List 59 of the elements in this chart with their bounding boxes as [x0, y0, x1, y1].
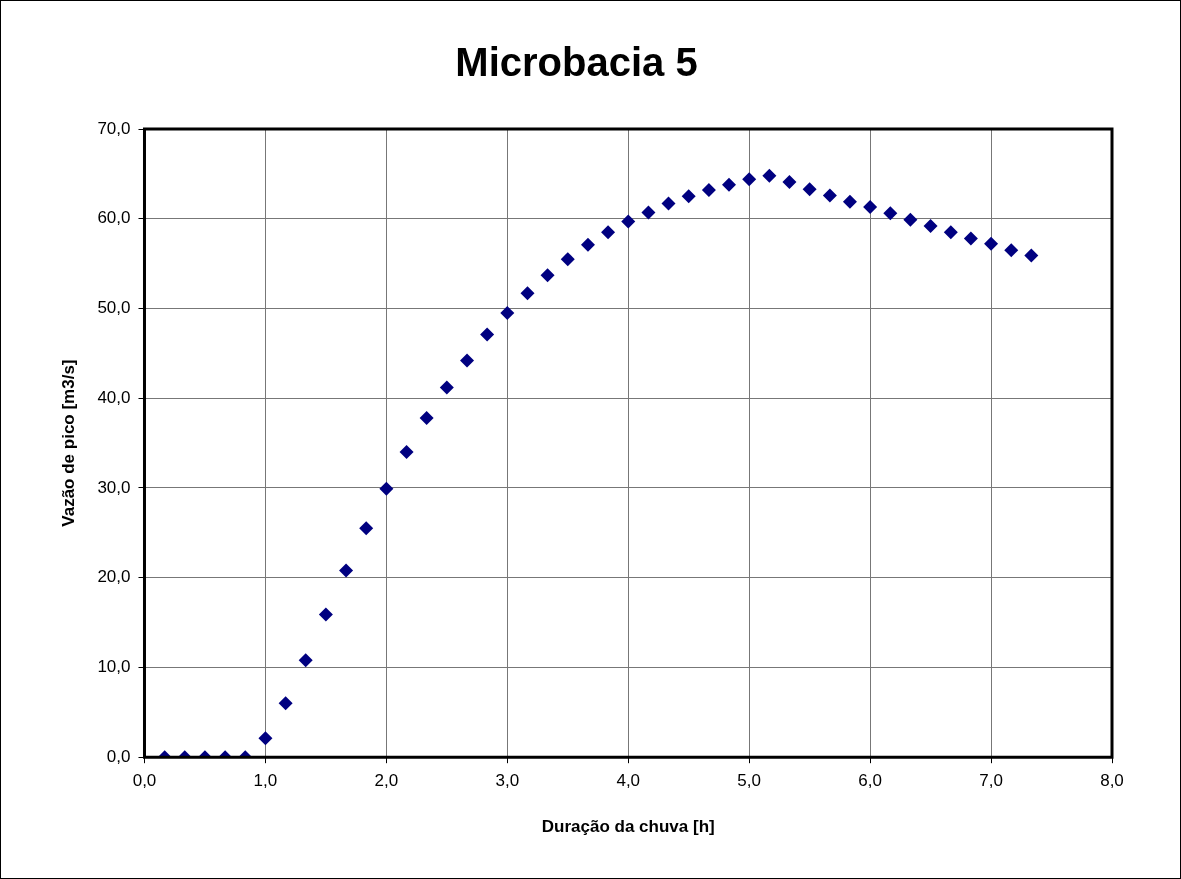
point — [379, 481, 394, 496]
point — [278, 696, 293, 711]
point — [318, 607, 333, 622]
point — [520, 286, 535, 301]
point — [560, 252, 575, 267]
point — [439, 380, 454, 395]
x-tick-label: 0,0 — [132, 771, 157, 791]
point — [480, 327, 495, 342]
point — [621, 214, 636, 229]
point — [540, 268, 555, 283]
point — [762, 168, 777, 183]
x-tick-label: 7,0 — [979, 771, 1003, 791]
x-tick-label: 2,0 — [374, 771, 399, 791]
point — [802, 182, 817, 197]
point — [500, 305, 515, 320]
y-tick-label: 50,0 — [97, 298, 131, 318]
x-tick-label: 4,0 — [616, 771, 641, 791]
x-axis-title: Duração da chuva [h] — [541, 817, 715, 837]
point — [1004, 243, 1019, 258]
y-tick-label: 20,0 — [97, 567, 131, 587]
point — [883, 206, 898, 221]
y-tick-label: 30,0 — [97, 477, 131, 497]
point — [601, 225, 616, 240]
x-tick-label: 6,0 — [858, 771, 882, 791]
point — [460, 353, 475, 368]
point — [943, 225, 958, 240]
point — [903, 212, 918, 227]
x-tick-label: 8,0 — [1100, 771, 1124, 791]
point — [298, 653, 313, 668]
point — [863, 200, 878, 215]
point — [742, 172, 757, 187]
point — [984, 236, 999, 251]
y-tick-label: 40,0 — [97, 387, 131, 407]
point — [258, 731, 273, 746]
point — [701, 183, 716, 198]
y-tick-label: 10,0 — [97, 657, 131, 677]
point — [721, 177, 736, 192]
point — [641, 205, 656, 220]
point — [822, 188, 837, 203]
point — [359, 521, 374, 536]
point — [842, 194, 857, 209]
x-tick-label: 1,0 — [253, 771, 278, 791]
x-tick-label: 5,0 — [737, 771, 761, 791]
point — [399, 445, 414, 460]
point — [339, 563, 354, 578]
point — [580, 237, 595, 252]
point — [782, 174, 797, 189]
point — [419, 410, 434, 425]
point — [1024, 248, 1039, 263]
x-tick-label: 3,0 — [495, 771, 520, 791]
y-axis-title: Vazão de pico [m3/s] — [58, 359, 78, 527]
y-tick-label: 60,0 — [97, 208, 131, 228]
point — [661, 196, 676, 211]
point — [681, 189, 696, 204]
y-tick-label: 70,0 — [97, 118, 131, 138]
y-tick-label: 0,0 — [106, 746, 131, 766]
chart-title: Microbacia 5 — [455, 40, 698, 85]
point — [923, 218, 938, 233]
point — [963, 231, 978, 246]
